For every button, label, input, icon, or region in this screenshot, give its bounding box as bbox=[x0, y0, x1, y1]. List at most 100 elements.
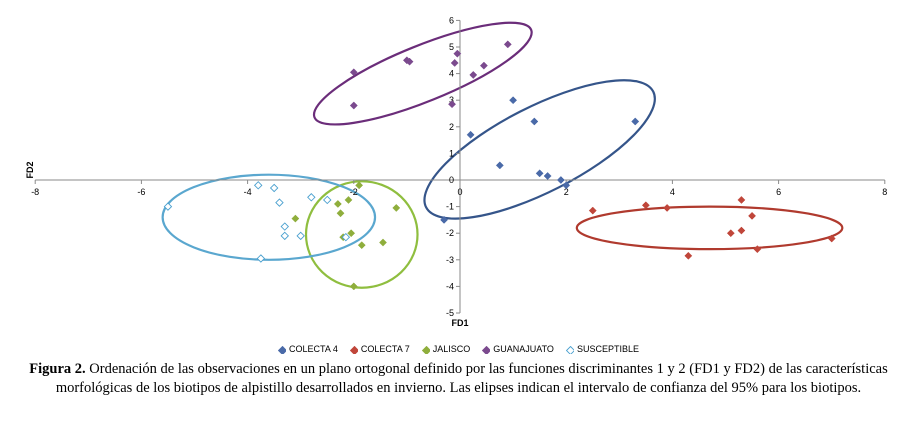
x-tick-label: 6 bbox=[776, 187, 781, 197]
legend-marker bbox=[482, 345, 491, 354]
legend-marker bbox=[349, 345, 358, 354]
legend-label: GUANAJUATO bbox=[493, 344, 554, 354]
jalisco-point bbox=[336, 209, 345, 218]
jalisco-point bbox=[333, 199, 342, 208]
legend-item: COLECTA 7 bbox=[349, 344, 410, 354]
jalisco-point bbox=[347, 229, 356, 238]
jalisco-point bbox=[392, 203, 401, 212]
y-tick-label: -3 bbox=[446, 255, 454, 265]
colecta-7-point bbox=[726, 229, 735, 238]
susceptible-point bbox=[296, 231, 305, 241]
susceptible-point bbox=[256, 254, 266, 263]
susceptible-ellipse bbox=[161, 173, 377, 261]
legend: COLECTA 4 COLECTA 7 JALISCO GUANAJUATO SUSCE… bbox=[0, 344, 917, 354]
legend-label: COLECTA 4 bbox=[289, 344, 338, 354]
x-tick-label: -6 bbox=[137, 187, 145, 197]
legend-marker bbox=[565, 345, 574, 354]
jalisco-point bbox=[355, 181, 364, 190]
susceptible-point bbox=[253, 181, 263, 190]
colecta-7-point bbox=[641, 201, 650, 210]
legend-item: GUANAJUATO bbox=[482, 344, 554, 354]
y-tick-label: -1 bbox=[446, 202, 454, 212]
colecta-7-point bbox=[737, 195, 746, 204]
colecta-4-point bbox=[495, 161, 504, 170]
legend-label: SUSCEPTIBLE bbox=[576, 344, 639, 354]
jalisco-point bbox=[344, 195, 353, 204]
colecta-7-point bbox=[748, 211, 757, 220]
colecta-7-ellipse bbox=[575, 205, 844, 251]
colecta-7-point bbox=[753, 245, 762, 254]
jalisco-point bbox=[291, 214, 300, 223]
susceptible-point bbox=[269, 183, 279, 193]
y-tick-label: 5 bbox=[449, 42, 454, 52]
guanajuato-point bbox=[349, 101, 358, 110]
caption-label: Figura 2. bbox=[29, 361, 86, 377]
colecta-4-point bbox=[509, 96, 518, 105]
guanajuato-ellipse bbox=[312, 21, 533, 126]
figure-caption: Figura 2. Ordenación de las observacione… bbox=[6, 360, 911, 398]
colecta-4-point bbox=[562, 181, 571, 190]
x-tick-label: -4 bbox=[244, 187, 252, 197]
colecta-7-point bbox=[663, 203, 672, 212]
susceptible-point bbox=[163, 202, 173, 211]
susceptible-point bbox=[307, 193, 316, 202]
colecta-4-point bbox=[466, 130, 475, 139]
susceptible-point bbox=[341, 232, 351, 242]
susceptible-point bbox=[275, 198, 284, 207]
guanajuato-point bbox=[469, 70, 478, 79]
legend-label: JALISCO bbox=[432, 344, 471, 354]
colecta-4-point bbox=[530, 117, 539, 126]
legend-item: JALISCO bbox=[421, 344, 471, 354]
colecta-4-point bbox=[440, 215, 449, 224]
y-tick-label: -4 bbox=[446, 281, 454, 291]
jalisco-ellipse bbox=[304, 180, 419, 289]
jalisco-point bbox=[349, 282, 358, 291]
susceptible-point bbox=[280, 222, 290, 231]
y-tick-label: -5 bbox=[446, 308, 454, 318]
data-points bbox=[163, 40, 836, 291]
susceptible-point bbox=[280, 231, 290, 241]
guanajuato-point bbox=[349, 68, 358, 77]
guanajuato-point bbox=[448, 100, 456, 109]
colecta-4-point bbox=[543, 172, 552, 180]
guanajuato-point bbox=[479, 61, 488, 70]
guanajuato-point bbox=[450, 59, 459, 67]
x-tick-label: -8 bbox=[31, 187, 39, 197]
y-tick-label: 6 bbox=[449, 15, 454, 25]
x-tick-label: 8 bbox=[882, 187, 887, 197]
caption-text: Ordenación de las observaciones en un pl… bbox=[55, 361, 888, 396]
y-tick-label: 2 bbox=[449, 122, 454, 132]
y-tick-label: 0 bbox=[449, 175, 454, 185]
susceptible-point bbox=[323, 195, 332, 205]
colecta-4-ellipse bbox=[423, 79, 656, 220]
jalisco-point bbox=[357, 241, 366, 250]
legend-marker bbox=[421, 345, 430, 354]
guanajuato-point bbox=[453, 49, 462, 58]
x-tick-label: 0 bbox=[457, 187, 462, 197]
x-tick-label: 2 bbox=[564, 187, 569, 197]
guanajuato-point bbox=[503, 40, 512, 49]
y-tick-label: 4 bbox=[449, 69, 454, 79]
y-tick-label: 1 bbox=[449, 148, 454, 158]
colecta-7-point bbox=[588, 206, 597, 215]
jalisco-point bbox=[379, 238, 387, 247]
colecta-7-point bbox=[684, 251, 693, 260]
legend-item: SUSCEPTIBLE bbox=[565, 344, 639, 354]
y-tick-label: -2 bbox=[446, 228, 454, 238]
y-tick-label: 3 bbox=[449, 95, 454, 105]
guanajuato-point bbox=[405, 57, 414, 66]
colecta-7-point bbox=[737, 226, 746, 235]
x-tick-label: 4 bbox=[670, 187, 675, 197]
colecta-4-point bbox=[535, 169, 544, 178]
legend-label: COLECTA 7 bbox=[360, 344, 410, 354]
legend-item: COLECTA 4 bbox=[278, 344, 338, 354]
x-tick-label: -2 bbox=[350, 187, 358, 197]
legend-marker bbox=[278, 345, 287, 354]
colecta-7-point bbox=[827, 234, 836, 243]
colecta-4-point bbox=[556, 176, 565, 184]
colecta-4-point bbox=[631, 117, 640, 126]
confidence-ellipses bbox=[161, 21, 844, 289]
y-axis-label: FD2 bbox=[25, 161, 35, 178]
